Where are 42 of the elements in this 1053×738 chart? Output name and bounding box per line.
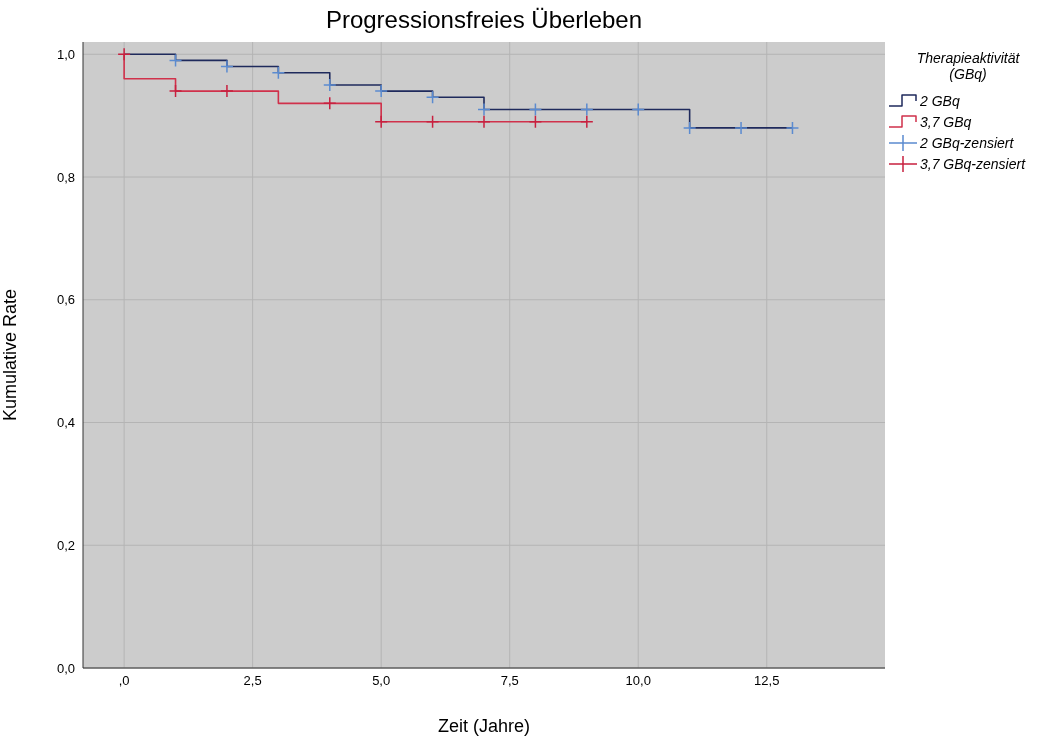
legend-label: 3,7 GBq-zensiert xyxy=(920,155,1026,172)
point xyxy=(168,84,183,98)
legend-label: 3,7 GBq xyxy=(920,113,972,130)
y-tick-label: 0,4 xyxy=(56,415,75,431)
point xyxy=(631,102,645,117)
point xyxy=(425,90,440,104)
y-tick-label: 0,0 xyxy=(56,660,75,676)
legend-label: 2 GBq-zensiert xyxy=(920,134,1014,151)
point xyxy=(580,115,594,129)
x-tick-label: 12,5 xyxy=(754,673,780,689)
point xyxy=(682,121,697,135)
y-tick-label: 0,6 xyxy=(56,292,75,308)
point xyxy=(785,121,800,135)
point xyxy=(168,53,183,68)
point xyxy=(271,65,286,80)
x-tick-label: 5,0 xyxy=(372,673,391,689)
point xyxy=(528,115,543,129)
point xyxy=(220,84,234,98)
point xyxy=(477,102,491,117)
legend-label: 2 GBq xyxy=(920,92,960,109)
point xyxy=(117,47,131,62)
y-axis-title: Kumulative Rate xyxy=(0,288,21,422)
point xyxy=(734,121,748,135)
point xyxy=(220,59,234,74)
point xyxy=(425,115,440,129)
y-tick-label: 0,2 xyxy=(56,537,75,553)
point xyxy=(477,115,491,129)
x-tick-label: 7,5 xyxy=(500,673,519,689)
point xyxy=(374,115,388,129)
x-tick-label: ,0 xyxy=(118,673,130,689)
legend-title: Therapieaktivität (GBq) xyxy=(915,50,1021,82)
point xyxy=(323,78,337,92)
y-tick-label: 1,0 xyxy=(56,46,75,62)
point xyxy=(580,102,594,117)
x-tick-label: 2,5 xyxy=(243,673,262,689)
chart-title: Progressionsfreies Überleben xyxy=(324,6,644,34)
point xyxy=(528,102,543,117)
x-tick-label: 10,0 xyxy=(625,673,651,689)
point xyxy=(374,84,388,98)
x-axis-title: Zeit (Jahre) xyxy=(437,716,531,736)
point xyxy=(323,96,337,111)
y-tick-label: 0,8 xyxy=(56,169,75,185)
